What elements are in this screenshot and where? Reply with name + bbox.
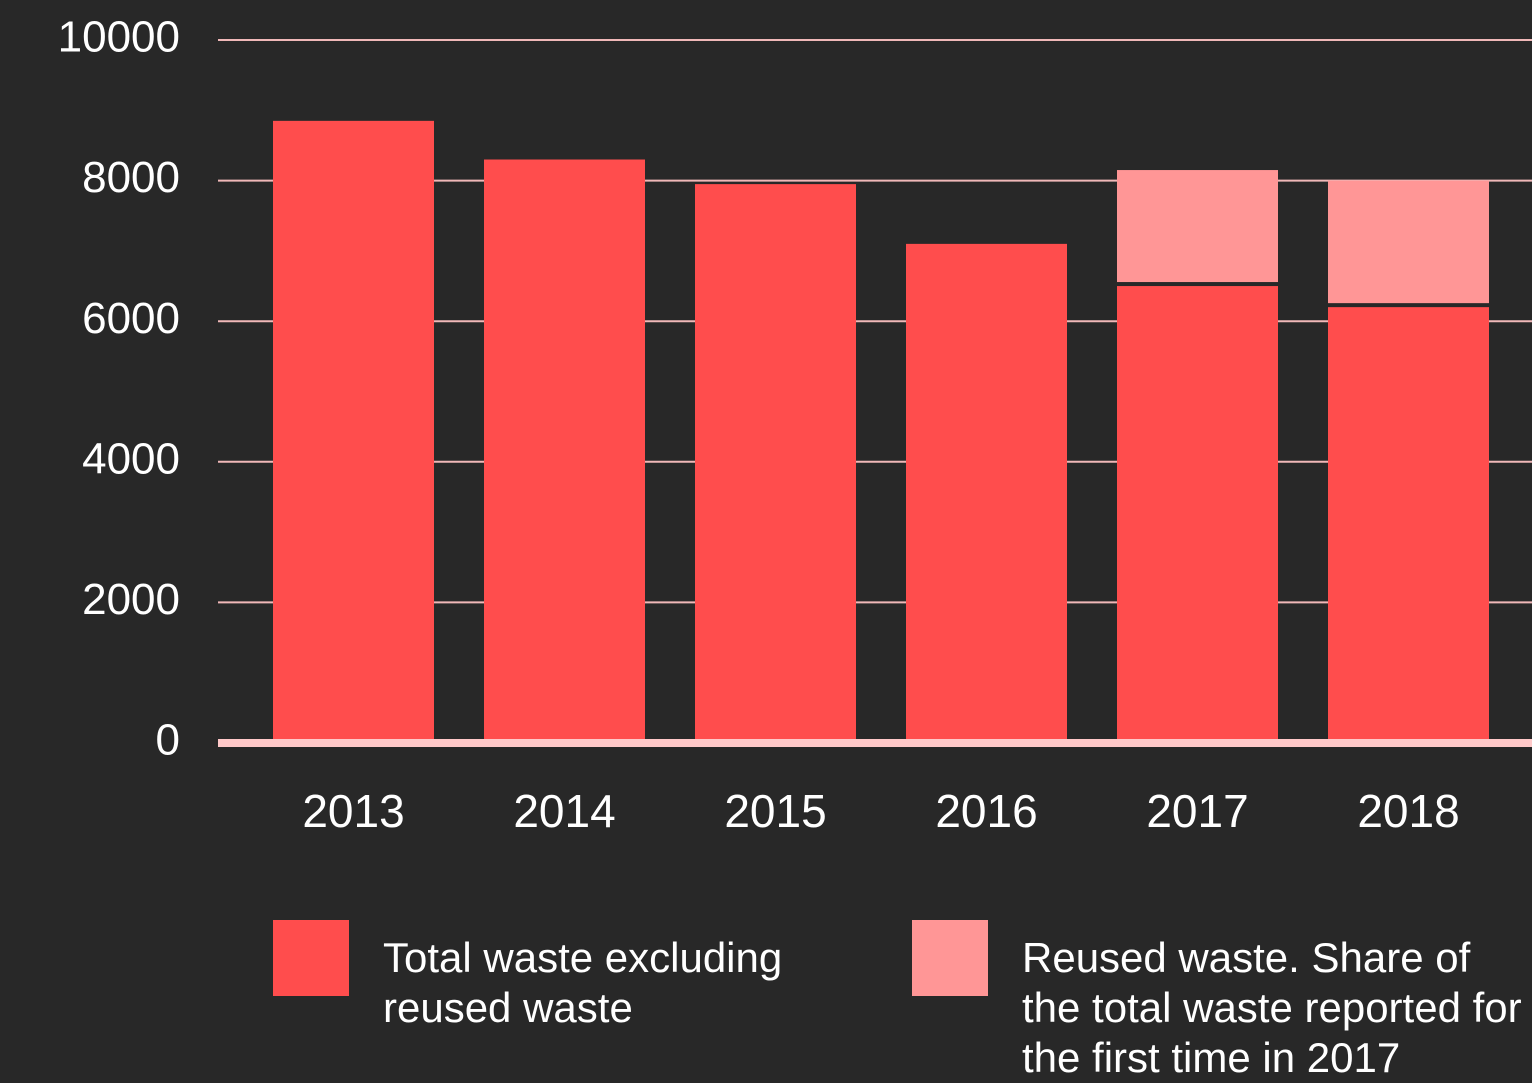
y-tick-label: 6000 bbox=[82, 294, 180, 343]
x-tick-label: 2018 bbox=[1357, 785, 1459, 837]
bar bbox=[273, 120, 434, 740]
x-tick-label: 2013 bbox=[302, 785, 404, 837]
x-tick-label: 2015 bbox=[724, 785, 826, 837]
legend-label: Total waste excluding reused waste bbox=[383, 934, 783, 1031]
bar bbox=[1117, 170, 1278, 283]
x-tick-label: 2017 bbox=[1146, 785, 1248, 837]
bar bbox=[1117, 286, 1278, 739]
legend-swatch bbox=[912, 920, 988, 996]
y-tick-label: 2000 bbox=[82, 575, 180, 624]
bar bbox=[1328, 180, 1489, 304]
y-tick-label: 10000 bbox=[58, 13, 180, 62]
bar bbox=[695, 184, 856, 740]
bar bbox=[1328, 307, 1489, 739]
bar bbox=[906, 243, 1067, 739]
x-tick-label: 2014 bbox=[513, 785, 615, 837]
x-tick-label: 2016 bbox=[935, 785, 1037, 837]
y-tick-label: 0 bbox=[156, 716, 180, 765]
legend-label: Reused waste. Share of the total waste r… bbox=[1022, 934, 1522, 1081]
y-tick-label: 8000 bbox=[82, 153, 180, 202]
legend-swatch bbox=[273, 920, 349, 996]
bar bbox=[484, 159, 645, 739]
y-tick-label: 4000 bbox=[82, 434, 180, 483]
